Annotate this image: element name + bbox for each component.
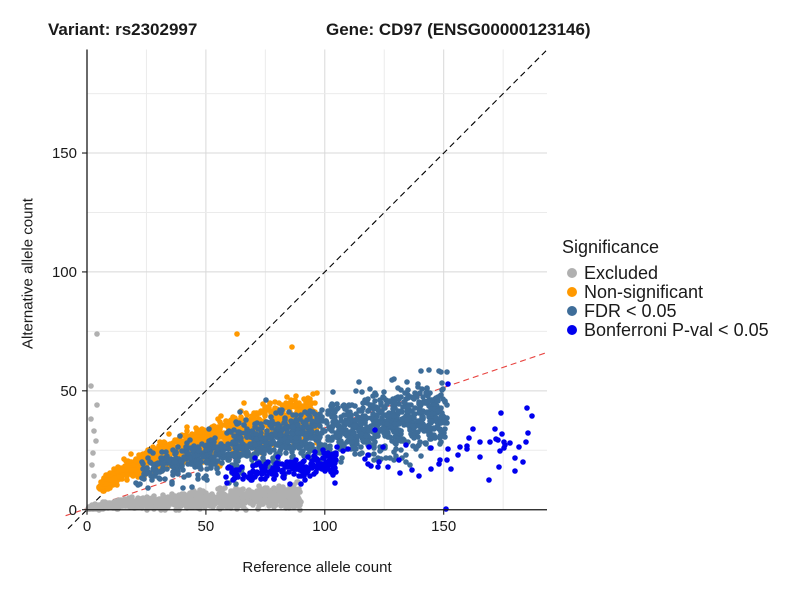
svg-text:Excluded: Excluded bbox=[584, 263, 658, 283]
svg-text:150: 150 bbox=[52, 145, 77, 162]
svg-text:100: 100 bbox=[52, 264, 77, 281]
svg-text:100: 100 bbox=[312, 518, 337, 535]
svg-text:50: 50 bbox=[198, 518, 215, 535]
svg-text:0: 0 bbox=[69, 502, 77, 519]
svg-text:Reference allele count: Reference allele count bbox=[242, 559, 392, 576]
svg-text:0: 0 bbox=[83, 518, 91, 535]
svg-text:50: 50 bbox=[60, 383, 77, 400]
svg-text:FDR < 0.05: FDR < 0.05 bbox=[584, 301, 677, 321]
svg-text:Bonferroni P-val < 0.05: Bonferroni P-val < 0.05 bbox=[584, 320, 769, 340]
svg-text:Significance: Significance bbox=[562, 237, 659, 257]
svg-text:Non-significant: Non-significant bbox=[584, 282, 703, 302]
svg-text:150: 150 bbox=[431, 518, 456, 535]
